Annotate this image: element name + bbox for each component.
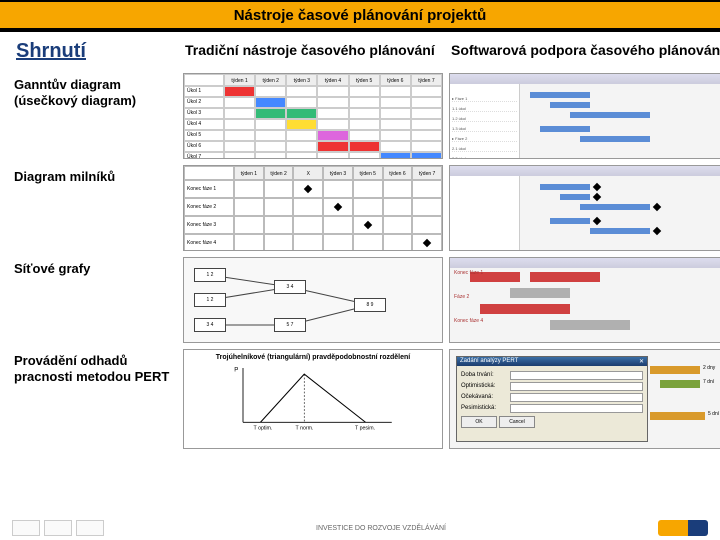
pert-dialog: Zadání analýzy PERT ✕ Doba trvání:Optimi… bbox=[456, 356, 648, 442]
thumb-milestone-software bbox=[449, 165, 720, 251]
pert-y-label: P bbox=[234, 366, 238, 373]
col-header-summary: Shrnutí bbox=[12, 40, 177, 67]
thumb-milestone-traditional: týden 1týden 2Xtýden 3týden 5týden 6týde… bbox=[183, 165, 443, 251]
svg-text:T optim.: T optim. bbox=[254, 425, 273, 431]
row-label-network: Síťové grafy bbox=[12, 257, 177, 343]
svg-text:T norm.: T norm. bbox=[296, 425, 314, 431]
dialog-titlebar: Zadání analýzy PERT ✕ bbox=[457, 357, 647, 366]
close-icon[interactable]: ✕ bbox=[639, 358, 644, 365]
row-label-pert: Provádění odhadů pracnosti metodou PERT bbox=[12, 349, 177, 449]
logo-icon bbox=[44, 520, 72, 536]
dialog-title-text: Zadání analýzy PERT bbox=[460, 358, 518, 365]
page-title: Nástroje časové plánování projektů bbox=[234, 7, 487, 24]
logo-icon bbox=[76, 520, 104, 536]
thumb-pert-software: Zadání analýzy PERT ✕ Doba trvání:Optimi… bbox=[449, 349, 720, 449]
dialog-button[interactable]: OK bbox=[461, 416, 497, 428]
row-label-milestone: Diagram milníků bbox=[12, 165, 177, 251]
dialog-button[interactable]: Cancel bbox=[499, 416, 535, 428]
thumb-gantt-software: ▸ Fáze 1 1.1 úkol 1.2 úkol 1.3 úkol▸ Fáz… bbox=[449, 73, 720, 159]
col-header-software: Softwarová podpora časového plánování bbox=[449, 40, 720, 67]
thumb-pert-traditional: Trojúhelníkové (triangulární) pravděpodo… bbox=[183, 349, 443, 449]
thumb-network-software: Konec fáze 1Fáze 2Konec fáze 4 bbox=[449, 257, 720, 343]
ribbon-icon bbox=[658, 520, 708, 536]
content-grid: Shrnutí Tradiční nástroje časového pláno… bbox=[0, 32, 720, 455]
row-label-gantt: Ganntův diagram (úsečkový diagram) bbox=[12, 73, 177, 159]
footer-logos bbox=[12, 520, 104, 536]
pert-title: Trojúhelníkové (triangulární) pravděpodo… bbox=[188, 354, 438, 361]
thumb-gantt-traditional: týden 1týden 2týden 3týden 4týden 5týden… bbox=[183, 73, 443, 159]
footer-text: INVESTICE DO ROZVOJE VZDĚLÁVÁNÍ bbox=[316, 525, 446, 532]
svg-text:T pesim.: T pesim. bbox=[355, 425, 375, 431]
thumb-network-traditional: 1 21 23 43 45 78 9 bbox=[183, 257, 443, 343]
footer: INVESTICE DO ROZVOJE VZDĚLÁVÁNÍ bbox=[0, 520, 720, 536]
logo-icon bbox=[12, 520, 40, 536]
col-header-traditional: Tradiční nástroje časového plánování bbox=[183, 40, 443, 67]
title-bar: Nástroje časové plánování projektů bbox=[0, 0, 720, 32]
